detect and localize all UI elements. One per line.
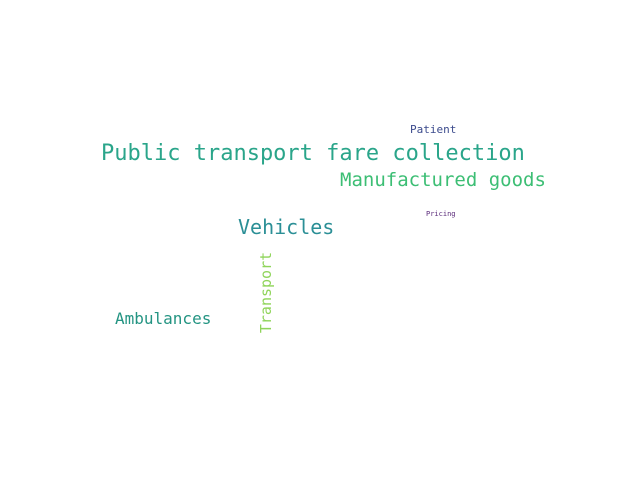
word-patient: Patient bbox=[410, 123, 457, 136]
word-pricing: Pricing bbox=[426, 210, 456, 218]
word-transport: Transport bbox=[257, 251, 276, 334]
word-manufactured-goods: Manufactured goods bbox=[340, 169, 546, 191]
word-public-transport-fare-collection: Public transport fare collection bbox=[101, 141, 525, 166]
word-ambulances: Ambulances bbox=[115, 309, 212, 328]
word-vehicles: Vehicles bbox=[238, 215, 335, 239]
